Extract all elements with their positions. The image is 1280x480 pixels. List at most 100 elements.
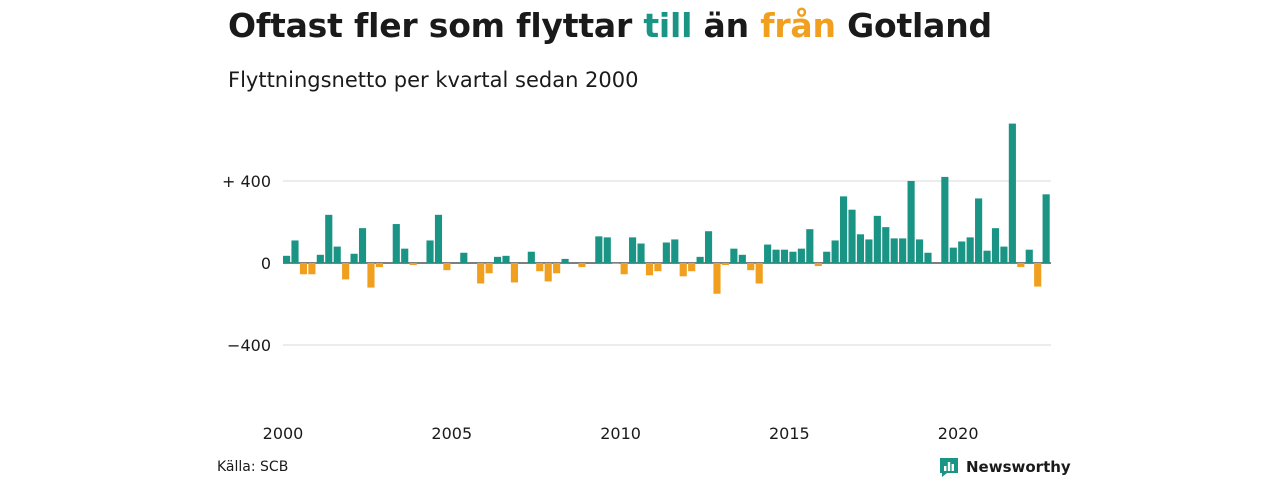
bar <box>502 255 510 263</box>
bar <box>637 243 645 263</box>
bar <box>780 249 789 263</box>
bar <box>899 238 907 263</box>
bar <box>654 263 662 272</box>
bar <box>434 214 443 263</box>
bar <box>283 255 291 263</box>
bar <box>696 256 704 263</box>
bar <box>949 247 957 263</box>
bar-layer <box>283 123 1050 294</box>
bar <box>291 240 299 263</box>
x-tick-label: 2020 <box>938 424 979 443</box>
title-part-1: Oftast fler som flyttar <box>228 6 644 45</box>
bar <box>890 238 898 263</box>
x-tick-label: 2005 <box>431 424 472 443</box>
bar <box>367 263 375 288</box>
bar <box>595 236 603 263</box>
bar <box>426 240 434 263</box>
bar <box>764 244 772 263</box>
bar <box>755 263 763 284</box>
source-note: Källa: SCB <box>217 459 289 475</box>
bar <box>873 215 881 263</box>
bar <box>958 241 966 263</box>
bar <box>553 263 561 274</box>
bar <box>392 224 400 263</box>
bar <box>823 251 831 263</box>
bar <box>1042 194 1050 263</box>
bar <box>358 228 367 263</box>
bar <box>342 263 350 280</box>
bar <box>806 229 814 263</box>
x-tick-label: 2010 <box>600 424 641 443</box>
bar <box>713 263 721 294</box>
bar <box>350 253 358 263</box>
bar <box>856 234 865 263</box>
bar <box>814 263 822 267</box>
bar <box>721 263 729 266</box>
title-part-3: än <box>692 6 761 45</box>
bar <box>578 263 586 268</box>
bar <box>848 209 856 263</box>
x-tick-label: 2000 <box>263 424 304 443</box>
bar <box>966 237 974 264</box>
chart-title: Oftast fler som flyttar till än från Got… <box>228 6 992 45</box>
bar <box>679 263 687 277</box>
bar <box>831 240 839 263</box>
y-tick-label: + 400 <box>222 172 271 191</box>
bar-chart: + 400 0 −400 2000 2005 2010 2015 2020 <box>222 123 1051 443</box>
bar <box>375 263 383 268</box>
bar <box>485 263 493 274</box>
bar <box>629 237 637 264</box>
bar <box>840 196 848 264</box>
bar <box>941 176 949 263</box>
newsworthy-logo: Newsworthy <box>938 456 1071 478</box>
bar <box>789 251 797 263</box>
bar <box>308 263 316 275</box>
bar <box>544 263 552 282</box>
y-tick-label: 0 <box>261 254 271 273</box>
title-part-5: Gotland <box>835 6 992 45</box>
bar <box>645 263 654 276</box>
bar <box>460 252 468 263</box>
bar <box>1025 249 1033 263</box>
bar <box>662 242 670 263</box>
newsworthy-chart-icon <box>940 458 958 477</box>
bar <box>1017 263 1025 268</box>
bar <box>915 239 924 263</box>
bar <box>772 249 780 263</box>
bar <box>688 263 696 272</box>
bar <box>730 248 738 263</box>
bar <box>907 181 915 263</box>
bar <box>333 246 341 263</box>
y-tick-label: −400 <box>227 336 271 355</box>
title-highlight-till: till <box>643 6 693 45</box>
bar <box>510 263 519 283</box>
bar <box>1008 123 1016 263</box>
bar <box>747 263 755 271</box>
bar <box>704 231 713 263</box>
bar <box>299 263 308 275</box>
bar <box>527 251 535 263</box>
bar <box>620 263 628 275</box>
bar <box>443 263 451 271</box>
bar <box>316 254 324 263</box>
bar <box>924 252 932 263</box>
bar <box>477 263 485 284</box>
bar <box>738 254 746 263</box>
bar <box>882 227 890 264</box>
bar <box>865 239 873 263</box>
bar <box>401 248 409 263</box>
bar <box>603 237 611 264</box>
brand-name: Newsworthy <box>966 458 1071 476</box>
bar <box>991 228 1000 263</box>
bar <box>561 258 569 263</box>
bar <box>612 263 620 265</box>
bar <box>1034 263 1042 287</box>
x-tick-label: 2015 <box>769 424 810 443</box>
bar <box>797 248 805 263</box>
bar <box>409 263 417 266</box>
bar <box>1000 246 1008 263</box>
title-highlight-fran: från <box>760 6 836 45</box>
bar <box>671 239 679 263</box>
bar <box>975 198 983 264</box>
label-layer: + 400 0 −400 2000 2005 2010 2015 2020 <box>222 172 979 443</box>
